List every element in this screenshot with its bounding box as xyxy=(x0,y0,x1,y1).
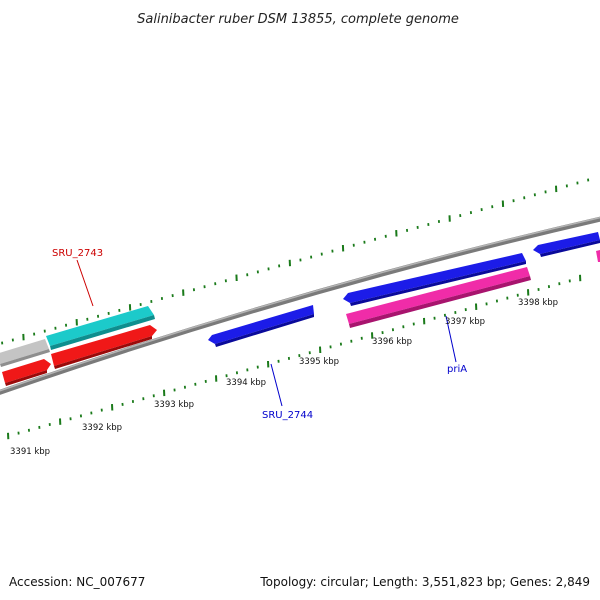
tick-label: 3391 kbp xyxy=(10,447,50,457)
gene-gray-left xyxy=(0,339,50,367)
gene-label-sru-2744: SRU_2744 xyxy=(262,410,313,421)
outer-tick-row xyxy=(1,178,590,345)
tick-label: 3395 kbp xyxy=(299,357,339,367)
accession-text: Accession: NC_007677 xyxy=(9,575,145,589)
sru-2743-leader xyxy=(76,259,94,307)
genome-summary-text: Topology: circular; Length: 3,551,823 bp… xyxy=(259,575,590,589)
gene-blue-center xyxy=(208,305,314,347)
gene-sru-2743 xyxy=(46,306,155,350)
gene-red-left xyxy=(2,359,51,386)
inner-tick-row xyxy=(7,274,582,440)
tick-label: 3396 kbp xyxy=(372,337,412,347)
gene-blue-right xyxy=(533,232,600,257)
tick-label: 3398 kbp xyxy=(518,298,558,308)
gene-pria xyxy=(346,267,531,328)
map-title: Salinibacter ruber DSM 13855, complete g… xyxy=(137,12,459,27)
gene-red-center xyxy=(51,325,157,369)
gene-label-pria: priA xyxy=(447,364,467,375)
pria-leader xyxy=(445,315,457,363)
gene-label-sru-2743: SRU_2743 xyxy=(52,248,103,259)
tick-label: 3397 kbp xyxy=(445,317,485,327)
tick-label: 3394 kbp xyxy=(226,378,266,388)
genome-backbone xyxy=(0,216,600,395)
gene-pink-right xyxy=(596,250,600,262)
tick-label: 3392 kbp xyxy=(82,423,122,433)
tick-label: 3393 kbp xyxy=(154,400,194,410)
gene-blue-long xyxy=(343,253,526,306)
sru-2744-leader xyxy=(270,363,283,407)
genome-backbone-highlight xyxy=(0,216,600,392)
